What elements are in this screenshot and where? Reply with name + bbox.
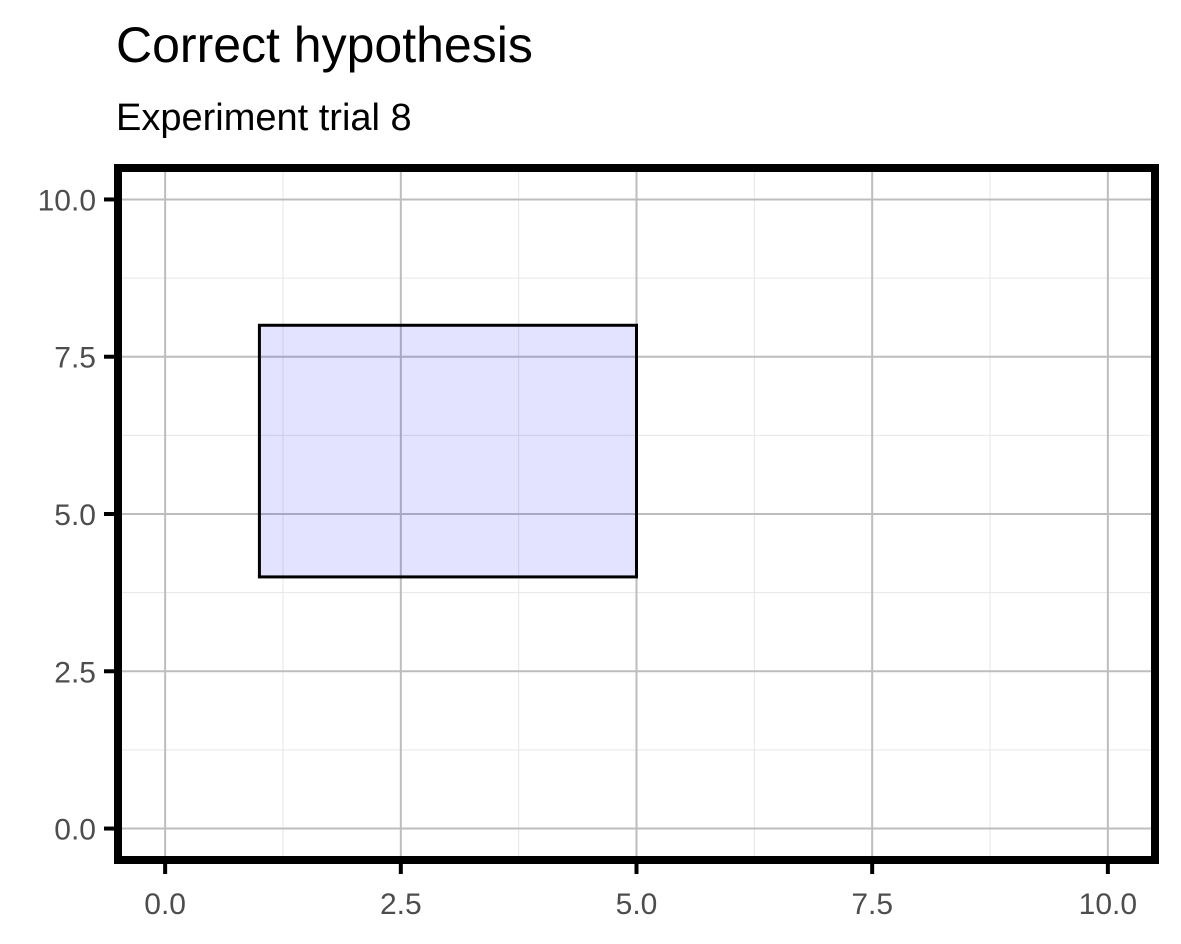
axis-ticks [104,197,1110,874]
chart-title: Correct hypothesis [116,17,533,73]
x-tick-label: 5.0 [616,888,658,921]
x-tick-label: 2.5 [380,888,422,921]
y-tick-label: 7.5 [54,342,96,375]
y-tick-label: 10.0 [38,184,96,217]
panel-border [114,164,1159,864]
y-tick-label: 2.5 [54,656,96,689]
y-tick-label: 5.0 [54,499,96,532]
y-tick-label: 0.0 [54,814,96,847]
x-tick-label: 7.5 [851,888,893,921]
chart-subtitle: Experiment trial 8 [116,97,412,139]
x-tick-label: 10.0 [1079,888,1137,921]
x-axis-tick-labels: 0.0 2.5 5.0 7.5 10.0 [144,888,1137,921]
hypothesis-rectangle [257,323,638,579]
x-tick-label: 0.0 [144,888,186,921]
data-marks [257,323,638,579]
y-axis-tick-labels: 0.0 2.5 5.0 7.5 10.0 [38,184,96,846]
